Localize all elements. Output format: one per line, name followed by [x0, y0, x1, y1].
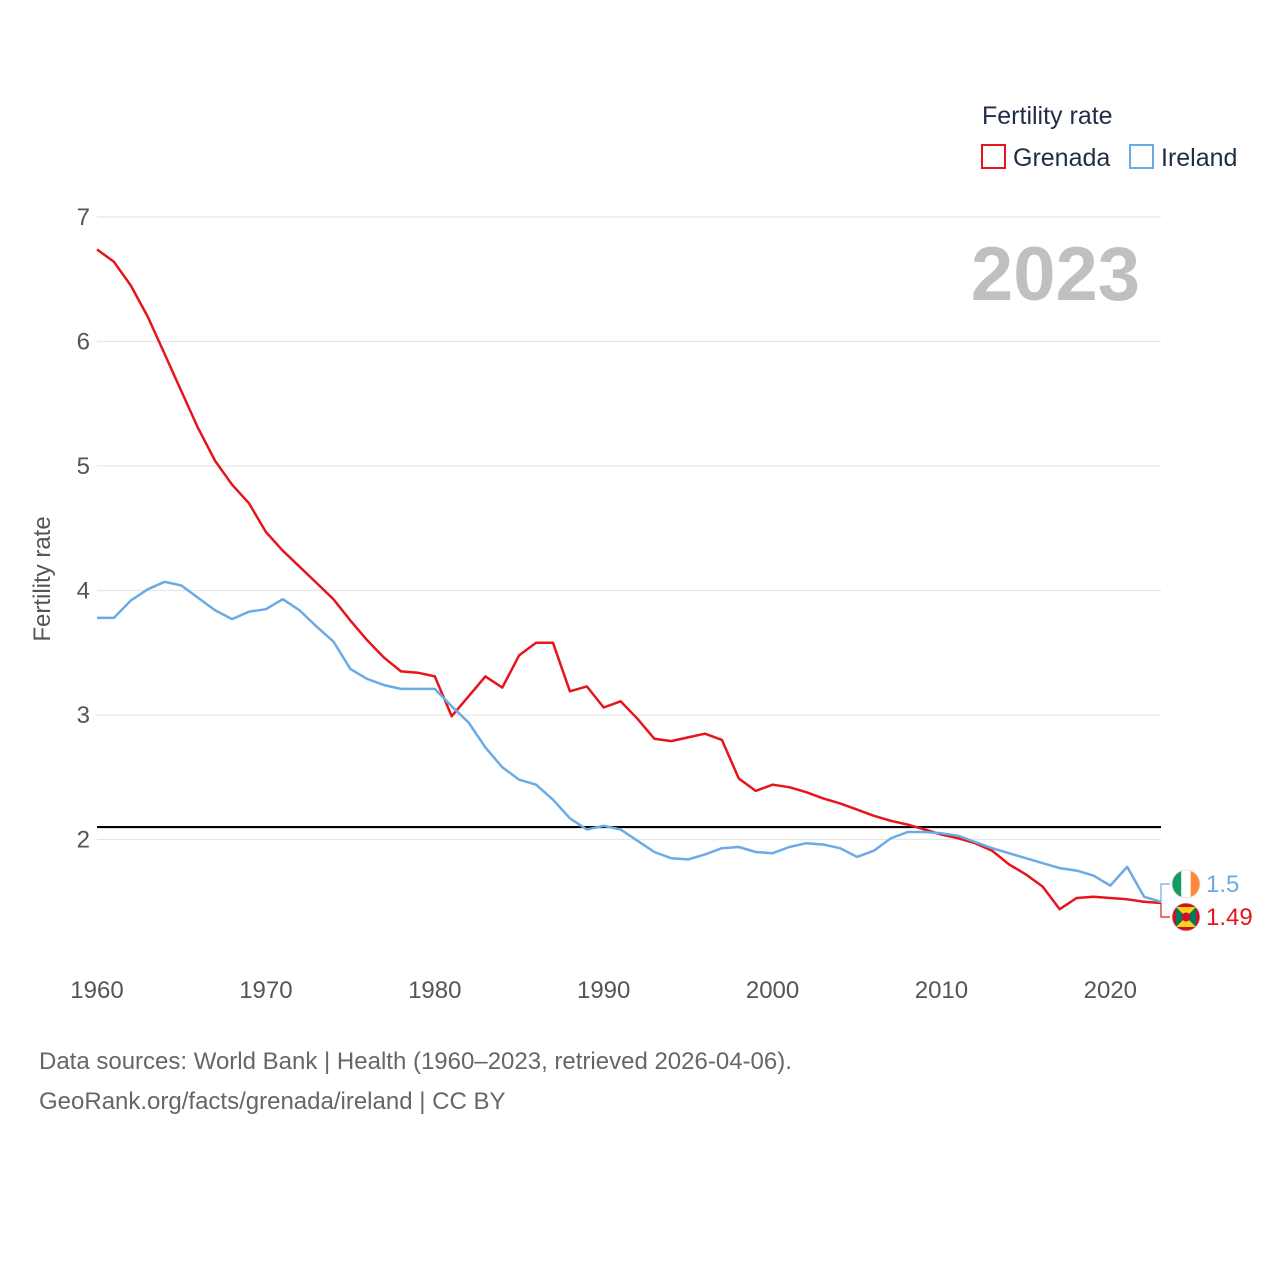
legend-item-ireland[interactable]: Ireland [1129, 144, 1237, 172]
series-line-ireland [97, 580, 1162, 903]
series-line-grenada [96, 248, 1162, 911]
legend-title: Fertility rate [982, 102, 1113, 130]
end-value-ireland: 1.5 [1206, 871, 1239, 898]
x-axis-ticks: 1960 1970 1980 1990 2000 2010 2020 [70, 977, 1137, 1004]
end-labels: 1.49 1.5 [1160, 869, 1253, 932]
series-lines [96, 248, 1162, 911]
x-tick-label: 1970 [239, 977, 292, 1004]
x-tick-label: 1990 [577, 977, 630, 1004]
y-tick-label: 3 [77, 702, 90, 729]
ireland-flag-icon [1171, 869, 1201, 899]
legend: Fertility rate Grenada Ireland [981, 102, 1237, 172]
y-axis-label: Fertility rate [29, 516, 56, 641]
legend-swatch-grenada [981, 144, 1006, 169]
y-tick-label: 5 [77, 453, 90, 480]
y-axis-ticks: 2 3 4 5 6 7 [77, 204, 90, 854]
end-value-grenada: 1.49 [1206, 904, 1253, 931]
grenada-flag-icon [1171, 902, 1201, 932]
x-tick-label: 2000 [746, 977, 799, 1004]
year-label: 2023 [971, 232, 1140, 317]
y-tick-label: 4 [77, 578, 90, 605]
x-tick-label: 1960 [70, 977, 123, 1004]
legend-item-grenada[interactable]: Grenada [981, 144, 1110, 172]
source-line: Data sources: World Bank | Health (1960–… [39, 1048, 792, 1075]
y-tick-label: 7 [77, 204, 90, 231]
end-connector-grenada [1160, 902, 1170, 918]
grid-lines [97, 216, 1161, 841]
end-connector-ireland [1160, 883, 1170, 902]
x-tick-label: 2020 [1084, 977, 1137, 1004]
legend-label-ireland: Ireland [1161, 144, 1237, 172]
fertility-chart: 2 3 4 5 6 7 1960 1970 1980 1990 2000 2010 2020 Fert… [29, 102, 1253, 1004]
x-tick-label: 1980 [408, 977, 461, 1004]
y-tick-label: 6 [77, 329, 90, 356]
x-tick-label: 2010 [915, 977, 968, 1004]
legend-swatch-ireland [1129, 144, 1154, 169]
legend-label-grenada: Grenada [1013, 144, 1110, 172]
source-footer: Data sources: World Bank | Health (1960–… [39, 1042, 792, 1122]
license-line: GeoRank.org/facts/grenada/ireland | CC B… [39, 1088, 506, 1115]
y-tick-label: 2 [77, 827, 90, 854]
